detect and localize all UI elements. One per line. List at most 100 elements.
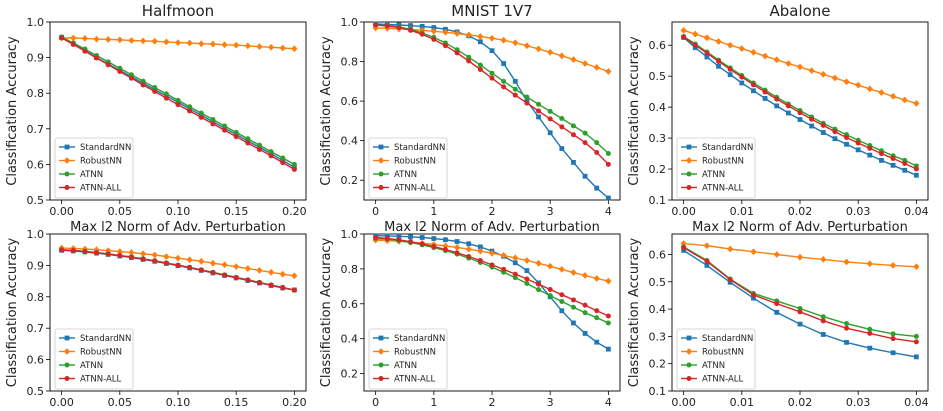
data-point: [280, 45, 286, 52]
data-point: [70, 35, 76, 42]
data-point: [798, 110, 803, 115]
data-point: [548, 130, 553, 135]
data-point: [867, 153, 872, 158]
x-tick-label: 0: [372, 396, 379, 409]
data-point: [256, 43, 262, 50]
data-point: [408, 28, 413, 33]
data-point: [478, 258, 483, 263]
data-point: [798, 322, 803, 327]
chart-title: Abalone: [769, 2, 830, 20]
data-point: [774, 97, 779, 102]
data-point: [821, 332, 826, 337]
data-point: [466, 254, 471, 259]
data-point: [269, 283, 274, 288]
data-point: [559, 116, 564, 121]
data-point: [774, 310, 779, 315]
data-point: [234, 130, 239, 135]
data-point: [571, 305, 576, 310]
data-point: [548, 293, 553, 298]
data-point: [890, 93, 896, 100]
data-point: [245, 278, 250, 283]
data-point: [292, 288, 297, 293]
data-point: [856, 147, 861, 152]
legend-marker: [687, 185, 692, 190]
x-tick-label: 0.05: [108, 205, 133, 218]
data-point: [914, 334, 919, 339]
x-tick-label: 0.04: [904, 205, 929, 218]
data-point: [844, 321, 849, 326]
data-point: [548, 116, 553, 121]
data-point: [396, 237, 401, 242]
data-point: [524, 257, 530, 264]
data-point: [914, 173, 919, 178]
legend-marker: [379, 172, 384, 177]
data-point: [536, 287, 541, 292]
y-tick-label: 0.2: [341, 368, 359, 381]
y-axis-label: Classification Accuracy: [5, 237, 20, 387]
legend-label: StandardNN: [394, 143, 445, 153]
data-point: [606, 162, 611, 167]
legend-label: ATNN: [80, 170, 103, 180]
x-tick-label: 1: [430, 396, 437, 409]
data-point: [221, 41, 227, 48]
data-point: [583, 331, 588, 336]
y-tick-label: 0.9: [27, 259, 45, 272]
data-point: [82, 49, 87, 54]
legend-marker: [379, 145, 384, 150]
data-point: [198, 258, 204, 265]
legend-marker: [379, 185, 384, 190]
data-point: [210, 260, 216, 267]
data-point: [867, 260, 873, 267]
data-point: [594, 64, 600, 71]
data-point: [559, 308, 564, 313]
data-point: [513, 79, 518, 84]
data-point: [809, 67, 815, 74]
y-tick-label: 1.0: [27, 228, 45, 241]
legend-label: RobustNN: [80, 157, 122, 167]
chart-title: MNIST 1V7: [451, 2, 532, 20]
data-point: [891, 331, 896, 336]
data-point: [536, 115, 541, 120]
legend-label: ATNN: [394, 361, 417, 371]
data-point: [594, 275, 600, 282]
data-point: [583, 303, 588, 308]
data-point: [59, 248, 64, 253]
data-point: [140, 250, 146, 257]
x-tick-label: 0.04: [904, 396, 929, 409]
data-point: [490, 48, 495, 53]
chart-panel-5: 0.20.40.60.81.00 1 2 3 4Classification Accur…: [319, 228, 620, 411]
data-point: [431, 37, 436, 42]
data-point: [798, 117, 803, 122]
data-point: [785, 60, 791, 67]
data-point: [280, 155, 285, 160]
data-point: [879, 151, 884, 156]
data-point: [292, 162, 297, 167]
data-point: [583, 140, 588, 145]
data-point: [175, 39, 181, 46]
data-point: [878, 89, 884, 96]
data-point: [606, 347, 611, 352]
data-point: [291, 272, 297, 279]
x-axis-label: Max l2 Norm of Adv. Perturbation: [384, 220, 600, 235]
y-tick-label: 0.5: [27, 194, 45, 207]
y-tick-label: 0.5: [649, 276, 667, 289]
legend-label: ATNN: [80, 361, 103, 371]
data-point: [571, 160, 576, 165]
data-point: [763, 96, 768, 101]
data-point: [373, 22, 378, 27]
data-point: [466, 241, 471, 246]
data-point: [141, 257, 146, 262]
data-point: [798, 309, 803, 314]
legend-label: ATNN: [702, 170, 725, 180]
legend-label: ATNN-ALL: [702, 375, 743, 385]
chart-panel-6: 0.1 0.2 0.3 0.4 0.5 0.6 0.00 0.01 0.02 0.03 0.04 Cl…: [627, 234, 929, 411]
y-tick-label: 0.6: [27, 354, 45, 367]
data-point: [501, 84, 506, 89]
data-point: [728, 72, 733, 77]
data-point: [536, 102, 541, 107]
data-point: [175, 255, 181, 262]
data-point: [821, 123, 826, 128]
y-tick-label: 0.8: [341, 263, 359, 276]
data-point: [739, 81, 744, 86]
x-tick-label: 0.15: [224, 396, 249, 409]
